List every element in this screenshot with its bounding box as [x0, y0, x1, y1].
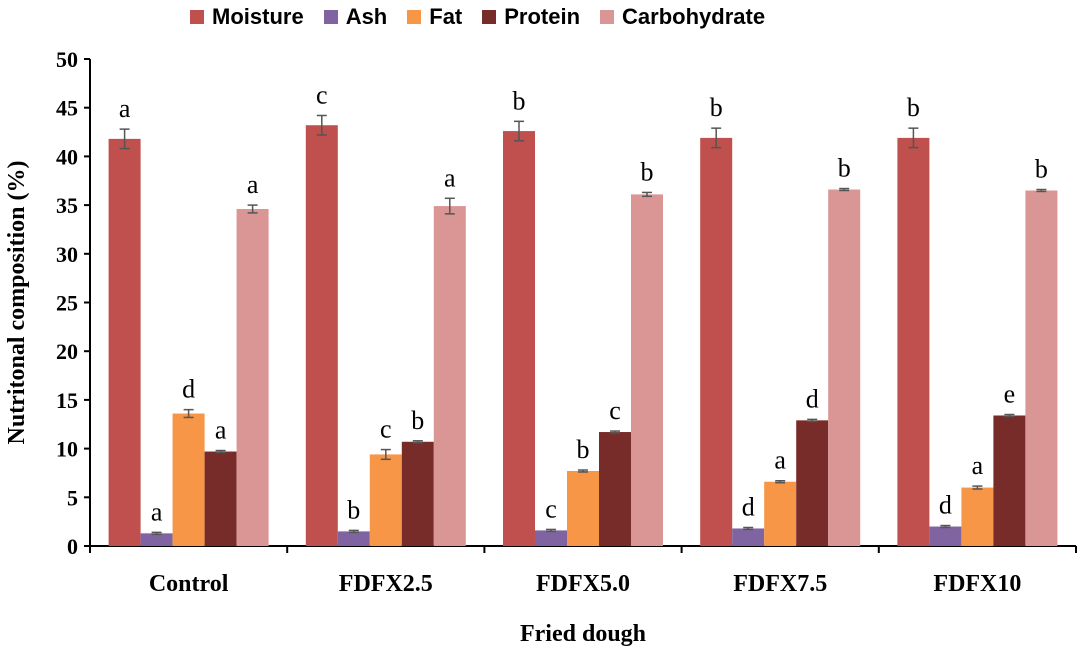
- bar-moisture: [700, 137, 733, 547]
- bar-moisture: [897, 137, 930, 547]
- significance-letter: a: [215, 416, 227, 445]
- bar-fat: [172, 413, 205, 546]
- bar-protein: [204, 451, 237, 546]
- y-tick-label: 20: [56, 339, 78, 364]
- significance-letter: b: [411, 406, 424, 435]
- legend-item-carbohydrate: Carbohydrate: [600, 4, 765, 30]
- y-axis-title: Nutritonal composition (%): [4, 161, 30, 445]
- y-tick-label: 5: [67, 485, 78, 510]
- significance-letter: b: [1035, 155, 1048, 184]
- significance-letter: c: [316, 80, 328, 109]
- significance-letter: b: [513, 86, 526, 115]
- bar-carbohydrate: [828, 189, 861, 547]
- significance-letter: d: [182, 375, 195, 404]
- x-axis-title: Fried dough: [520, 621, 646, 647]
- significance-letter: a: [774, 446, 786, 475]
- significance-letter: e: [1004, 380, 1016, 409]
- y-tick-label: 45: [56, 96, 78, 121]
- y-tick-label: 30: [56, 242, 78, 267]
- bar-carbohydrate: [433, 206, 466, 546]
- legend-item-fat: Fat: [407, 4, 462, 30]
- x-category-label: FDFX2.5: [339, 571, 433, 597]
- significance-letter: b: [577, 435, 590, 464]
- significance-letter: d: [806, 384, 819, 413]
- bar-moisture: [503, 131, 535, 547]
- significance-letter: b: [641, 157, 654, 186]
- bar-protein: [599, 432, 631, 546]
- y-tick-label: 40: [56, 144, 78, 169]
- y-tick-label: 15: [56, 388, 78, 413]
- legend-swatch: [600, 10, 615, 24]
- significance-letter: b: [838, 154, 851, 183]
- legend-label: Fat: [429, 4, 463, 29]
- legend-item-moisture: Moisture: [190, 4, 304, 30]
- y-tick-label: 35: [56, 193, 78, 218]
- bar-ash: [337, 531, 370, 546]
- legend-label: Moisture: [212, 4, 304, 29]
- y-tick-label: 10: [56, 437, 78, 462]
- bar-moisture: [108, 138, 141, 547]
- significance-letter: b: [347, 495, 360, 524]
- bar-moisture: [305, 125, 338, 547]
- bar-fat: [961, 487, 994, 546]
- legend-swatch: [482, 10, 497, 24]
- legend-label: Ash: [345, 4, 388, 29]
- bar-fat: [764, 481, 797, 546]
- x-category-label: FDFX7.5: [733, 571, 827, 597]
- significance-letter: b: [710, 93, 723, 122]
- legend-item-protein: Protein: [482, 4, 580, 30]
- legend-item-ash: Ash: [323, 4, 388, 30]
- legend-label: Protein: [504, 4, 581, 29]
- significance-letter: a: [151, 497, 163, 526]
- significance-letter: d: [939, 491, 952, 520]
- bar-ash: [140, 533, 173, 546]
- x-category-label: Control: [149, 571, 229, 597]
- significance-letter: a: [972, 451, 984, 480]
- legend: Moisture Ash Fat Protein Carbohydrate: [190, 2, 785, 32]
- significance-letter: c: [545, 494, 557, 523]
- legend-swatch: [407, 10, 422, 24]
- significance-letter: c: [609, 396, 621, 425]
- significance-letter: d: [742, 492, 755, 521]
- bar-protein: [993, 415, 1026, 546]
- legend-swatch: [323, 10, 338, 24]
- bar-fat: [369, 454, 402, 546]
- bar-carbohydrate: [236, 208, 269, 546]
- bar-fat: [567, 471, 599, 546]
- x-category-label: FDFX5.0: [536, 571, 630, 597]
- significance-letter: a: [247, 170, 259, 199]
- bar-ash: [929, 526, 962, 546]
- x-category-label: FDFX10: [933, 571, 1021, 597]
- bar-ash: [535, 530, 567, 546]
- bar-carbohydrate: [1025, 190, 1058, 547]
- legend-label: Carbohydrate: [622, 4, 766, 29]
- y-tick-label: 25: [56, 291, 78, 316]
- y-tick-label: 0: [67, 534, 78, 559]
- bar-ash: [732, 528, 765, 546]
- bar-protein: [401, 441, 434, 546]
- bar-carbohydrate: [631, 194, 663, 547]
- y-tick-label: 50: [56, 47, 78, 72]
- legend-swatch: [190, 10, 204, 24]
- significance-letter: a: [444, 163, 456, 192]
- significance-letter: b: [907, 93, 920, 122]
- bar-protein: [796, 420, 829, 546]
- significance-letter: a: [119, 94, 131, 123]
- significance-letter: c: [380, 415, 392, 444]
